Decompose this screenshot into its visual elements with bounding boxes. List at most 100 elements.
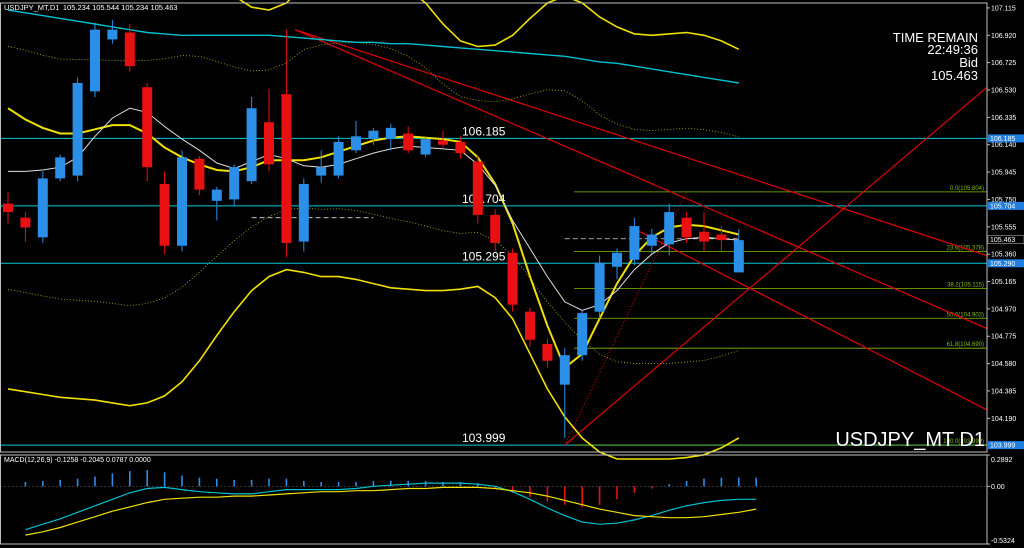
candle-body xyxy=(3,203,13,213)
level-tag: 106.185 xyxy=(990,136,1015,143)
candle-body xyxy=(281,94,292,243)
macd-tick-label: 0.2892 xyxy=(991,457,1013,464)
price-tick-label: 106.335 xyxy=(991,115,1016,122)
candle-body xyxy=(229,167,240,200)
macd-line xyxy=(25,482,757,531)
level-tag-bg xyxy=(988,441,1024,450)
price-tick-label: 105.165 xyxy=(991,279,1016,286)
time-remain-label: TIME REMAIN xyxy=(893,30,978,45)
candle-body xyxy=(403,133,414,151)
candle-body xyxy=(142,87,153,168)
candle-body xyxy=(107,29,118,40)
bollinger-lower xyxy=(7,268,740,460)
price-tick-label: 105.360 xyxy=(991,252,1016,259)
candle-body xyxy=(507,252,518,305)
price-tick-label: 106.140 xyxy=(991,142,1016,149)
candle-body xyxy=(194,158,205,190)
moving-average-yellow xyxy=(7,107,740,370)
candle-body xyxy=(72,82,83,176)
price-tick-label: 104.970 xyxy=(991,306,1016,313)
candle-body xyxy=(159,184,170,246)
inner-band-upper xyxy=(7,41,739,138)
fib-level-label: 100.0(103.999) xyxy=(943,439,984,445)
price-tick-label: 106.530 xyxy=(991,87,1016,94)
macd-pane xyxy=(0,470,987,536)
candle-body xyxy=(455,141,466,154)
bid-label: Bid xyxy=(959,55,978,70)
candle-body xyxy=(472,161,483,215)
level-tag: 103.999 xyxy=(990,443,1015,450)
candle-body xyxy=(177,157,187,246)
level-tag: 105.290 xyxy=(990,261,1015,268)
candle-body xyxy=(646,234,657,246)
trend-line xyxy=(634,228,988,411)
candle-body xyxy=(542,343,553,361)
candle-body xyxy=(385,127,396,140)
bid-tag: 105.463 xyxy=(990,237,1015,244)
price-tick-label: 104.580 xyxy=(991,361,1016,368)
price-tick-label: 104.775 xyxy=(991,334,1016,341)
candle-body xyxy=(124,32,135,67)
bid-tag-bg xyxy=(987,235,1024,245)
macd-pane-frame xyxy=(0,454,988,545)
level-label: 106.185 xyxy=(462,124,506,138)
level-tag: 105.704 xyxy=(990,203,1015,210)
price-tick-label: 105.945 xyxy=(991,170,1016,177)
candle-body xyxy=(211,189,222,201)
candle-body xyxy=(559,355,570,385)
inner-band-lower xyxy=(7,207,739,365)
symbol-watermark: USDJPY_MT D1 xyxy=(835,429,985,451)
candle-body xyxy=(333,141,344,176)
candle-body xyxy=(90,29,100,92)
trend-line xyxy=(564,86,988,446)
price-tick-label: 107.115 xyxy=(991,5,1016,12)
candle-body xyxy=(612,252,622,267)
price-pane: 106.185105.704105.295103.9990.0(105.804)… xyxy=(0,0,988,460)
fib-level-label: 0.0(105.804) xyxy=(950,186,984,192)
price-tick-label: 105.555 xyxy=(991,224,1016,231)
symbol-header: USDJPY_MT,D1 105.234 105.544 105.234 105.… xyxy=(4,3,178,12)
candle-body xyxy=(629,226,640,260)
price-pane-frame xyxy=(0,2,988,453)
level-tag-bg xyxy=(988,259,1024,268)
candle-body xyxy=(351,136,361,151)
candle-body xyxy=(298,184,309,242)
candle-body xyxy=(490,214,501,243)
price-tick-label: 105.750 xyxy=(991,197,1016,204)
macd-tick-label: 0.00 xyxy=(991,484,1005,491)
trend-line xyxy=(294,29,988,330)
candle-body xyxy=(733,240,744,273)
price-tick-label: 106.920 xyxy=(991,33,1016,40)
macd-signal-line xyxy=(25,486,757,536)
candle-body xyxy=(699,231,709,242)
bollinger-upper xyxy=(238,0,740,51)
level-tag-bg xyxy=(988,201,1024,210)
candle-body xyxy=(20,217,31,228)
fib-level-label: 61.8(104.690) xyxy=(947,342,984,348)
candle-body xyxy=(681,217,692,238)
candle-body xyxy=(438,140,448,145)
candle-body xyxy=(716,234,727,241)
price-tick-label: 104.190 xyxy=(991,416,1016,423)
time-remain-value: 22:49:36 xyxy=(927,42,978,57)
candle-body xyxy=(525,311,535,340)
candle-body xyxy=(55,157,66,179)
candle-body xyxy=(246,108,257,182)
price-tick-label: 104.385 xyxy=(991,388,1016,395)
trend-line xyxy=(294,29,988,257)
long-moving-average xyxy=(7,9,739,84)
macd-tick-label: -0.5324 xyxy=(991,538,1015,545)
macd-header: MACD(12,26,9) -0.1258 -0.2045 0.0787 0.0… xyxy=(4,457,151,464)
candle-body xyxy=(664,212,675,245)
fib-level-label: 50.0(104.903) xyxy=(947,312,984,318)
moving-average-white xyxy=(8,107,739,311)
candle-body xyxy=(420,139,431,155)
bid-value: 105.463 xyxy=(931,68,978,83)
level-label: 103.999 xyxy=(462,431,506,445)
candle-body xyxy=(577,313,588,356)
level-tag-bg xyxy=(988,134,1024,143)
price-tick-label: 106.725 xyxy=(991,60,1016,67)
